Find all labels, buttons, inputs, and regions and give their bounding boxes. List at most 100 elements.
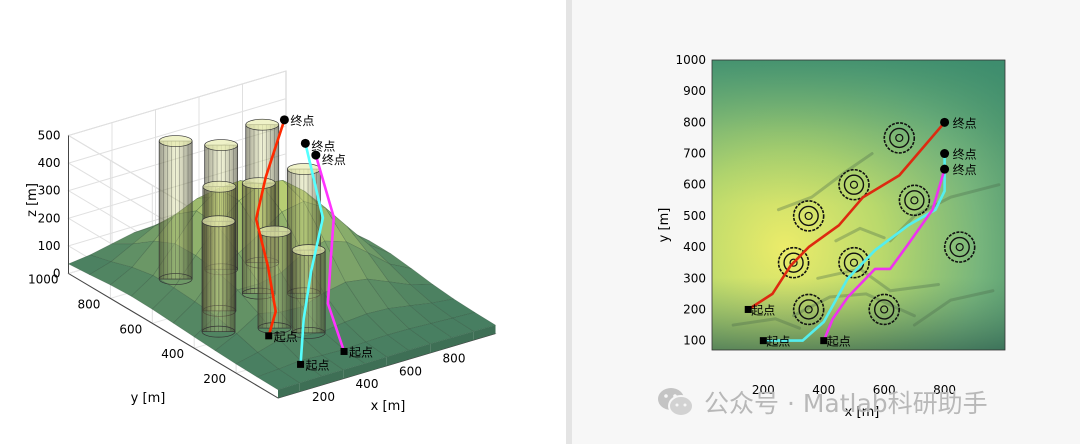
y-tick-label: 600	[683, 178, 706, 192]
obstacle-cylinder	[158, 135, 193, 285]
contour-ring-outer	[792, 293, 825, 326]
start-marker	[744, 305, 752, 313]
x-tick-label: 800	[443, 351, 466, 365]
contour-ring-outer	[792, 200, 825, 232]
contour-ring-middle	[904, 190, 925, 211]
contour-ring-middle	[783, 252, 804, 273]
cylinder-bottom	[291, 327, 326, 339]
path-line	[763, 153, 946, 342]
contour-ring-inner	[804, 211, 813, 221]
cylinder-top	[204, 139, 239, 151]
contour-ring-outer	[868, 293, 900, 326]
watermark: 公众号 · Matlab科研助手	[656, 382, 988, 422]
obstacle-contour	[943, 231, 976, 263]
contour-ring-middle	[798, 205, 819, 227]
z-tick-label: 0	[53, 267, 61, 281]
contour-ring-inner	[895, 133, 904, 143]
path-line	[299, 143, 325, 365]
obstacle-contour	[777, 246, 810, 279]
contour-ring-outer	[838, 246, 870, 279]
end-marker	[300, 138, 310, 148]
right-figure-panel: 起点 终点 起点 终点 起点 终点 100 200 300 400 500 600 700 800 900…	[572, 0, 1080, 444]
y-tick-label: 1000	[28, 273, 59, 287]
2d-tick-labels: 100 200 300 400 500 600 700 800 900 1000 200 400 600…	[675, 53, 956, 397]
x-tick-label: 400	[356, 377, 379, 391]
start-marker	[820, 337, 828, 345]
3d-tick-labels: 0 100 200 300 400 500 200 400 600 800 1000 200 400 60…	[28, 129, 466, 405]
end-label: 终点	[953, 162, 977, 177]
y-tick-label: 900	[683, 84, 706, 98]
terrain-skirt	[386, 350, 409, 366]
start-marker	[265, 332, 273, 340]
terrain-skirt	[365, 356, 387, 373]
terrain-skirt	[343, 363, 365, 379]
contour-ring-outer	[898, 184, 931, 217]
start-label: 起点	[274, 330, 298, 344]
path-line	[822, 168, 946, 342]
end-marker	[311, 150, 321, 160]
z-tick-label: 500	[38, 129, 61, 143]
end-marker	[940, 117, 950, 127]
end-marker	[940, 149, 950, 159]
contour-ring-inner	[849, 258, 859, 267]
contour-ring-outer	[883, 122, 916, 154]
y-tick-label: 500	[683, 209, 706, 223]
cylinder-top	[241, 177, 276, 190]
terrain-skirt	[321, 369, 344, 386]
hillshade-ridge	[834, 226, 886, 243]
cylinder-top	[287, 163, 321, 175]
contour-ring-inner	[910, 196, 919, 205]
terrain-skirt	[299, 376, 322, 392]
cylinder-top	[245, 118, 280, 131]
start-label: 起点	[306, 358, 330, 372]
contour-ring-outer	[838, 168, 870, 201]
obstacle-contour	[792, 200, 825, 232]
obstacle-contours	[777, 122, 976, 326]
y-tick-label: 700	[683, 147, 706, 161]
y-tick-label: 300	[683, 271, 706, 285]
contour-ring-outer	[943, 231, 976, 263]
contour-ring-inner	[849, 180, 859, 189]
contour-ring-middle	[873, 299, 895, 320]
z-tick-label: 100	[38, 239, 61, 253]
start-marker	[340, 347, 348, 355]
y-tick-label: 200	[683, 302, 706, 316]
cylinder-top	[201, 215, 236, 228]
end-label: 终点	[953, 115, 977, 130]
watermark-text: 公众号 · Matlab科研助手	[704, 389, 988, 418]
contour-ring-inner	[804, 305, 813, 314]
path-line	[314, 154, 346, 352]
z-axis-label: z [m]	[25, 183, 40, 217]
cylinder-bottom	[201, 325, 236, 338]
y-tick-label: 200	[203, 372, 226, 386]
map-frame	[711, 59, 1006, 351]
y-axis-label: y [m]	[131, 391, 166, 406]
start-label: 起点	[827, 335, 851, 349]
x-axis-label: x [m]	[371, 399, 406, 414]
terrain-skirt	[408, 343, 431, 360]
terrain-skirt	[278, 382, 300, 398]
start-label: 起点	[349, 345, 373, 359]
z-tick-label: 300	[38, 184, 61, 198]
end-marker	[279, 115, 289, 125]
end-label: 终点	[322, 152, 346, 167]
contour-ring-middle	[798, 299, 819, 320]
z-tick-label: 200	[38, 211, 61, 225]
y-tick-label: 1000	[675, 53, 706, 67]
y-tick-label: 800	[77, 297, 100, 311]
hillshade-ridge	[912, 289, 995, 327]
x-tick-label: 600	[873, 383, 896, 397]
map-y-axis-label: y [m]	[657, 208, 672, 243]
contour-ring-inner	[789, 258, 798, 267]
y-tick-label: 800	[683, 115, 706, 129]
contour-ring-middle	[949, 236, 970, 258]
end-marker	[940, 164, 950, 174]
cylinder-bottom	[158, 273, 193, 285]
contour-ring-middle	[843, 174, 865, 195]
x-tick-label: 600	[399, 364, 422, 378]
cylinder-top	[158, 135, 193, 147]
hillshade-ridge	[776, 152, 874, 212]
